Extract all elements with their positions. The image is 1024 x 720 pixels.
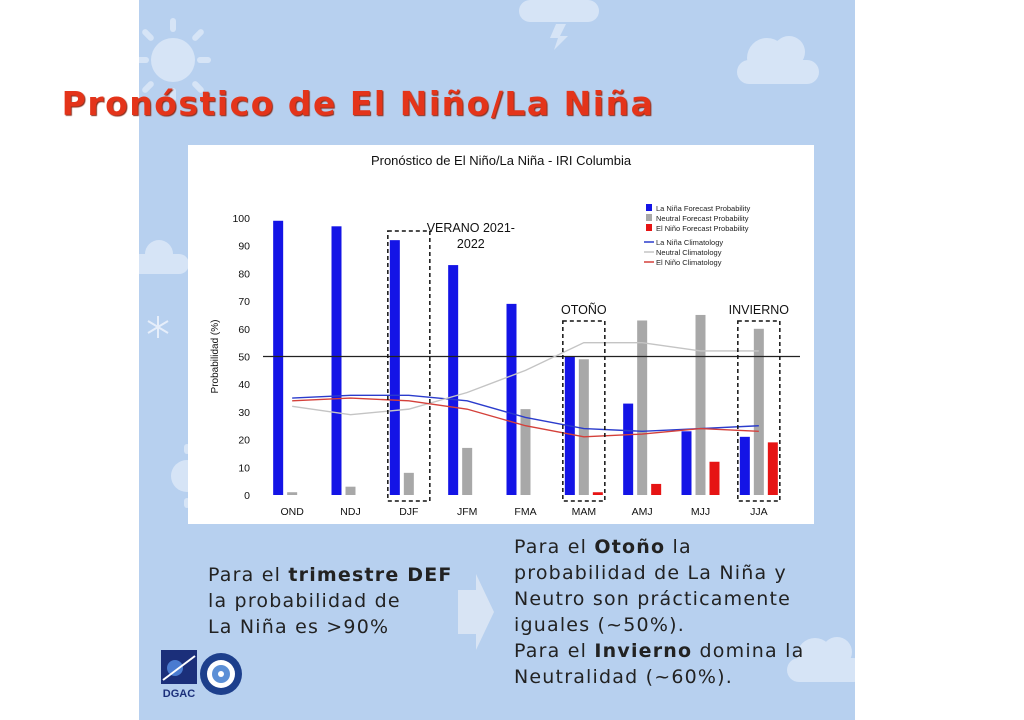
left-note-line-1: Para el trimestre DEF [208, 562, 468, 588]
bar-1-MJJ [695, 314, 706, 495]
x-tick-label: FMA [514, 506, 536, 518]
dgac-label: DGAC [162, 688, 196, 700]
bar-1-JFM [462, 447, 473, 495]
annotation-label: INVIERNO [729, 303, 790, 317]
y-tick-label: 40 [238, 379, 250, 391]
left-note: Para el trimestre DEF la probabilidad de… [208, 562, 468, 640]
x-tick-label: AMJ [632, 506, 653, 518]
left-note-pre: Para el [208, 564, 289, 586]
right-note-bold-1: Otoño [594, 536, 666, 558]
bar-0-AMJ [623, 403, 634, 495]
legend-label: La Niña Forecast Probability [656, 204, 750, 213]
right-note-bold-5: Invierno [594, 640, 693, 662]
right-note-post-1: la [665, 536, 692, 558]
legend-label: La Niña Climatology [656, 238, 723, 247]
legend-label: El Niño Climatology [656, 258, 722, 267]
annotation-label: OTOÑO [561, 303, 607, 317]
right-note: Para el Otoño la probabilidad de La Niña… [514, 534, 844, 690]
legend-label: Neutral Forecast Probability [656, 214, 749, 223]
y-axis-label: Probabilidad (%) [210, 320, 221, 394]
bar-0-DJF [389, 240, 400, 495]
right-note-line-3: Neutro son prácticamente [514, 588, 792, 610]
x-tick-label: NDJ [340, 506, 360, 518]
climatology-line-1 [292, 341, 759, 416]
x-tick-label: JJA [750, 506, 768, 518]
bar-1-AMJ [637, 320, 648, 495]
legend-swatch-bar-1 [646, 214, 652, 221]
left-note-line-2: la probabilidad de [208, 590, 401, 612]
left-note-line-3: La Niña es >90% [208, 616, 390, 638]
y-tick-label: 0 [244, 490, 250, 502]
annotation-label-line-2: 2022 [457, 237, 485, 251]
cloud-icon-right [787, 637, 855, 682]
annotation-box-1 [562, 320, 606, 502]
right-note-post-5: domina la [692, 640, 805, 662]
x-tick-label: JFM [457, 506, 477, 518]
bar-1-FMA [520, 409, 531, 495]
climatology-line-0 [292, 394, 759, 432]
y-tick-label: 50 [238, 352, 250, 364]
bar-1-DJF [403, 472, 414, 495]
x-tick-label: OND [280, 506, 304, 518]
bar-0-NDJ [331, 226, 342, 495]
storm-cloud-icon [519, 0, 599, 50]
y-tick-label: 20 [238, 435, 250, 447]
x-tick-label: DJF [399, 506, 418, 518]
bar-0-JFM [448, 265, 459, 495]
cloud-icon-left [139, 240, 189, 274]
sun-icon [139, 18, 211, 102]
bar-0-OND [273, 220, 284, 495]
bar-1-MAM [578, 359, 589, 495]
page-title: Pronóstico de El Niño/La Niña [61, 84, 655, 123]
y-tick-label: 30 [238, 407, 250, 419]
chart-container: Pronóstico de El Niño/La Niña - IRI Colu… [188, 145, 814, 524]
right-note-line-1: Para el Otoño la [514, 534, 844, 560]
x-tick-label: MJJ [691, 506, 710, 518]
dgac-logo: DGAC [161, 650, 197, 700]
right-note-line-6: Neutralidad (~60%). [514, 666, 734, 688]
right-note-pre-1: Para el [514, 536, 595, 558]
annotation-label-line-1: VERANO 2021- [427, 221, 515, 235]
y-tick-label: 60 [238, 324, 250, 336]
x-tick-label: MAM [572, 506, 597, 518]
arrow-right-icon [458, 574, 494, 650]
snowflake-icon [147, 316, 169, 338]
bar-2-MAM [592, 492, 603, 495]
chart-title: Pronóstico de El Niño/La Niña - IRI Colu… [371, 153, 632, 168]
legend-swatch-bar-2 [646, 224, 652, 231]
chart-svg: Pronóstico de El Niño/La Niña - IRI Colu… [210, 153, 800, 518]
cloud-icon [737, 36, 819, 84]
y-tick-label: 80 [238, 268, 250, 280]
legend-label: El Niño Forecast Probability [656, 224, 749, 233]
y-tick-label: 90 [238, 241, 250, 253]
bar-1-NDJ [345, 486, 356, 495]
y-tick-label: 100 [232, 213, 250, 225]
right-note-line-2: probabilidad de La Niña y [514, 562, 788, 584]
annotation-box-2 [737, 320, 781, 502]
right-note-pre-5: Para el [514, 640, 595, 662]
right-note-line-4: iguales (~50%). [514, 614, 685, 636]
bar-2-JJA [767, 442, 778, 495]
legend-label: Neutral Climatology [656, 248, 722, 257]
bar-2-MJJ [709, 461, 720, 495]
bar-1-JJA [753, 328, 764, 495]
bar-0-MJJ [681, 431, 692, 495]
bar-1-OND [287, 492, 298, 495]
y-tick-label: 70 [238, 296, 250, 308]
bar-0-FMA [506, 303, 517, 495]
bar-2-AMJ [651, 483, 662, 495]
bar-0-JJA [739, 436, 750, 495]
y-tick-label: 10 [238, 462, 250, 474]
climatology-line-2 [292, 397, 759, 438]
right-note-line-5: Para el Invierno domina la [514, 638, 844, 664]
left-note-bold: trimestre DEF [288, 564, 453, 586]
dgac-emblem-icon [161, 650, 197, 684]
meteorological-seal-icon [200, 653, 242, 695]
legend-swatch-bar-0 [646, 204, 652, 211]
